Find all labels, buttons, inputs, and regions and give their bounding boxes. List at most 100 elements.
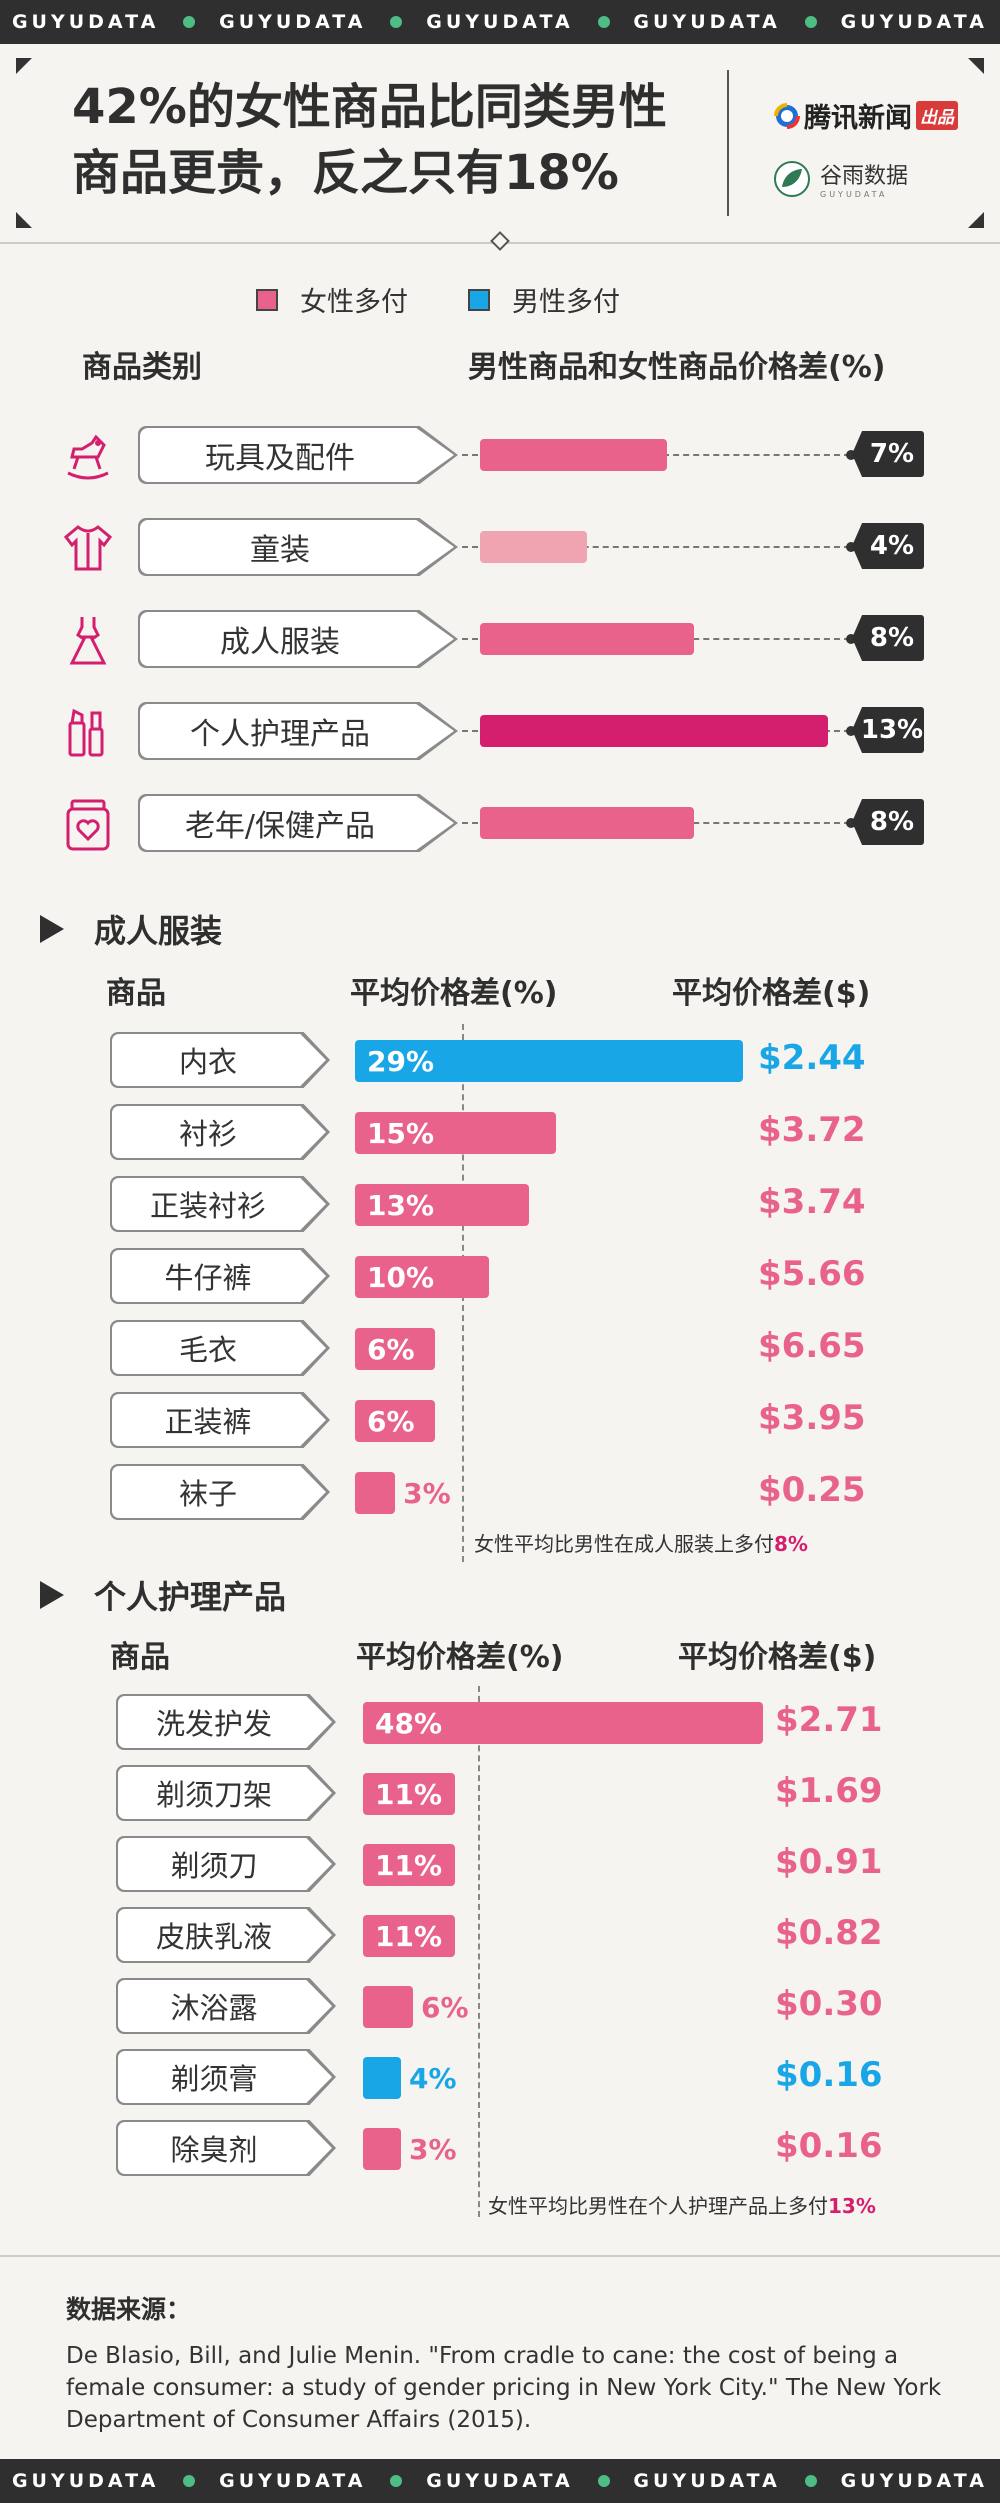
table-row: 除臭剂 3% $0.16 bbox=[116, 2120, 900, 2176]
item-label: 皮肤乳液 bbox=[118, 1909, 332, 1961]
item-label: 剃须膏 bbox=[118, 2051, 332, 2103]
table-row: 皮肤乳液 11% $0.82 bbox=[116, 1907, 900, 1963]
green-dot-icon bbox=[804, 16, 817, 28]
corner-mark bbox=[968, 212, 984, 228]
title-line-1: 42%的女性商品比同类男性 bbox=[72, 79, 667, 135]
care-col-pct: 平均价格差(%) bbox=[356, 1640, 564, 1675]
dress-icon bbox=[58, 611, 118, 669]
guyu-data-logo: 谷雨数据 GUYUDATA bbox=[772, 158, 908, 199]
value-label: 6% bbox=[367, 1332, 415, 1366]
page-title: 42%的女性商品比同类男性 商品更贵，反之只有18% bbox=[72, 74, 712, 206]
tencent-news-logo: 腾讯新闻 出品 bbox=[770, 96, 958, 135]
logo1-badge: 出品 bbox=[916, 101, 958, 130]
dollar-label: $3.95 bbox=[758, 1398, 866, 1438]
category-row: 童装 4% bbox=[0, 517, 1000, 577]
dollar-label: $1.69 bbox=[775, 1771, 883, 1811]
band-word: GUYUDATA bbox=[426, 2470, 574, 2492]
green-dot-icon bbox=[183, 16, 196, 28]
value-label: 3% bbox=[403, 1476, 451, 1510]
value-label: 4% bbox=[409, 2061, 457, 2095]
category-bar bbox=[480, 531, 588, 563]
dollar-label: $0.91 bbox=[775, 1842, 883, 1882]
value-bar bbox=[355, 1112, 556, 1154]
leader-line bbox=[462, 546, 850, 548]
average-reference-line bbox=[478, 1686, 480, 2217]
table-row: 正装衬衫 13% $3.74 bbox=[110, 1176, 900, 1232]
category-bar bbox=[480, 807, 695, 839]
dollar-label: $3.74 bbox=[758, 1182, 866, 1222]
value-label: 48% bbox=[375, 1706, 443, 1740]
care-note: 女性平均比男性在个人护理产品上多付13% bbox=[488, 2190, 876, 2219]
category-value-tag: 13% bbox=[852, 707, 924, 753]
source-text: De Blasio, Bill, and Julie Menin. "From … bbox=[66, 2343, 942, 2433]
item-label: 正装裤 bbox=[112, 1394, 326, 1446]
section-title-apparel-text: 成人服装 bbox=[94, 912, 223, 950]
rocking-horse-icon bbox=[58, 427, 118, 485]
apparel-col-item: 商品 bbox=[106, 976, 166, 1011]
value-bar bbox=[363, 1986, 413, 2028]
category-bar bbox=[480, 623, 695, 655]
guyu-leaf-icon bbox=[774, 160, 810, 197]
header: 42%的女性商品比同类男性 商品更贵，反之只有18% 腾讯新闻 出品 谷雨数据 … bbox=[0, 44, 1000, 244]
category-row: 成人服装 8% bbox=[0, 609, 1000, 669]
band-word: GUYUDATA bbox=[11, 11, 160, 33]
category-row: 个人护理产品 13% bbox=[0, 701, 1000, 761]
item-label: 衬衫 bbox=[112, 1106, 326, 1158]
apparel-note-value: 8% bbox=[774, 1532, 808, 1556]
band-word: GUYUDATA bbox=[219, 2470, 367, 2492]
value-label: 29% bbox=[367, 1044, 435, 1078]
dollar-label: $0.16 bbox=[775, 2126, 883, 2166]
category-row: 玩具及配件 7% bbox=[0, 425, 1000, 485]
dollar-label: $6.65 bbox=[758, 1326, 866, 1366]
value-bar bbox=[355, 1184, 529, 1226]
value-bar bbox=[355, 1256, 489, 1298]
table-row: 衬衫 15% $3.72 bbox=[110, 1104, 900, 1160]
value-bar bbox=[363, 1915, 455, 1957]
apparel-col-dollar: 平均价格差($) bbox=[672, 976, 871, 1011]
value-label: 6% bbox=[421, 1990, 469, 2024]
category-label: 玩具及配件 bbox=[140, 428, 454, 482]
corner-mark bbox=[968, 58, 984, 74]
logo2-sub: GUYUDATA bbox=[820, 190, 888, 199]
section-title-personal-care-text: 个人护理产品 bbox=[94, 1578, 287, 1616]
corner-mark bbox=[16, 58, 32, 74]
band-word: GUYUDATA bbox=[840, 11, 988, 33]
green-dot-icon bbox=[183, 2475, 196, 2487]
dollar-label: $2.71 bbox=[775, 1700, 883, 1740]
overview-col-category: 商品类别 bbox=[82, 350, 202, 385]
band-word: GUYUDATA bbox=[426, 11, 574, 33]
value-label: 11% bbox=[375, 1848, 443, 1882]
leader-end-dot bbox=[846, 726, 856, 736]
category-row: 老年/保健产品 8% bbox=[0, 793, 1000, 853]
legend-swatch-female bbox=[256, 288, 278, 311]
band-word: GUYUDATA bbox=[633, 2470, 781, 2492]
top-brand-band: GUYUDATA GUYUDATA GUYUDATA GUYUDATA GUYUDATA bbox=[0, 0, 1000, 44]
dollar-label: $2.44 bbox=[758, 1038, 866, 1078]
play-triangle-icon bbox=[40, 1581, 64, 1609]
legend-item-male: 男性多付 bbox=[468, 280, 620, 319]
care-note-text: 女性平均比男性在个人护理产品上多付 bbox=[488, 2194, 828, 2218]
legend-label-male: 男性多付 bbox=[512, 287, 620, 318]
table-row: 内衣 29% $2.44 bbox=[110, 1032, 900, 1088]
leader-end-dot bbox=[846, 450, 856, 460]
care-note-value: 13% bbox=[828, 2194, 876, 2218]
green-dot-icon bbox=[390, 16, 403, 28]
legend-label-female: 女性多付 bbox=[300, 287, 408, 318]
value-label: 10% bbox=[367, 1260, 435, 1294]
table-row: 剃须膏 4% $0.16 bbox=[116, 2049, 900, 2105]
band-word: GUYUDATA bbox=[840, 2470, 988, 2492]
leader-end-dot bbox=[846, 634, 856, 644]
section-title-apparel: 成人服装 bbox=[40, 906, 222, 952]
dollar-label: $0.82 bbox=[775, 1913, 883, 1953]
category-value-tag: 7% bbox=[852, 431, 924, 477]
source-title: 数据来源： bbox=[66, 2295, 192, 2324]
dollar-label: $0.30 bbox=[775, 1984, 883, 2024]
green-dot-icon bbox=[804, 2475, 817, 2487]
logo2-text: 谷雨数据 bbox=[820, 164, 909, 189]
category-value-tag: 8% bbox=[852, 615, 924, 661]
section-title-personal-care: 个人护理产品 bbox=[40, 1572, 286, 1618]
item-label: 牛仔裤 bbox=[112, 1250, 326, 1302]
category-label: 童装 bbox=[140, 520, 454, 574]
item-label: 袜子 bbox=[112, 1466, 326, 1518]
table-row: 剃须刀架 11% $1.69 bbox=[116, 1765, 900, 1821]
